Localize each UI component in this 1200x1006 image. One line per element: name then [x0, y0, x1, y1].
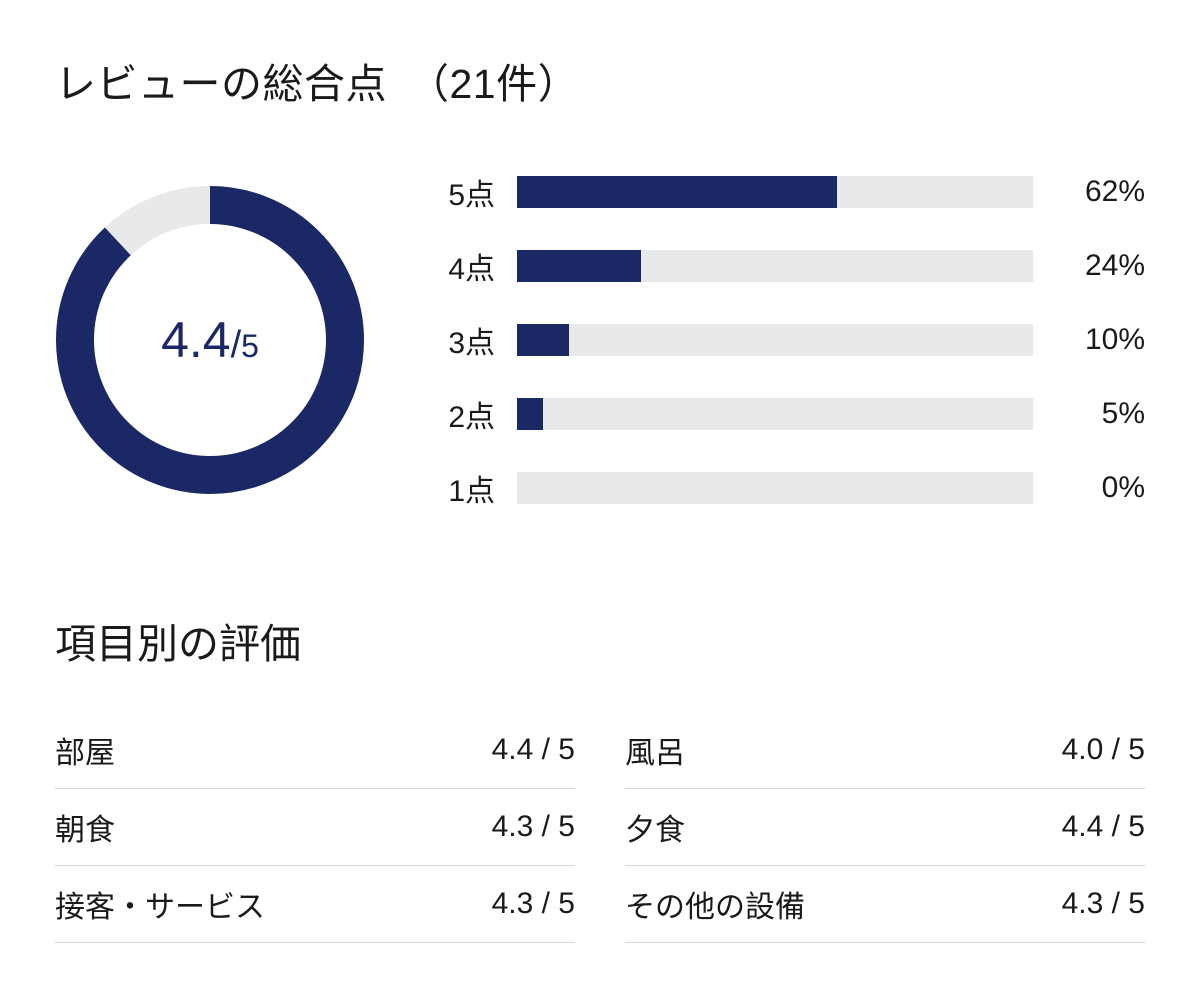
distribution-row-percent: 62%	[1055, 175, 1145, 209]
category-name: 部屋	[55, 728, 115, 772]
distribution-row-percent: 10%	[1055, 323, 1145, 357]
distribution-bar-fill	[517, 176, 837, 208]
distribution-bar-track	[517, 398, 1033, 430]
category-score: 4.3 / 5	[492, 810, 575, 844]
distribution-row: 3点 10%	[435, 318, 1145, 362]
category-row: 接客・サービス 4.3 / 5	[55, 866, 575, 943]
category-row: 夕食 4.4 / 5	[625, 789, 1145, 866]
category-score: 4.0 / 5	[1062, 733, 1145, 767]
score-distribution-bars: 5点 62% 4点 24% 3点 10% 2点 5% 1点 0%	[435, 170, 1145, 510]
distribution-row-label: 5点	[435, 170, 495, 214]
category-row: 風呂 4.0 / 5	[625, 712, 1145, 789]
category-name: 夕食	[625, 805, 685, 849]
overall-score-max: 5	[241, 328, 259, 364]
distribution-row: 5点 62%	[435, 170, 1145, 214]
distribution-row: 2点 5%	[435, 392, 1145, 436]
category-row: その他の設備 4.3 / 5	[625, 866, 1145, 943]
overview-section: 4.4/5 5点 62% 4点 24% 3点 10% 2点 5% 1点 0%	[55, 170, 1145, 510]
distribution-bar-track	[517, 250, 1033, 282]
page-title: レビューの総合点 （21件）	[55, 50, 1145, 110]
distribution-bar-fill	[517, 324, 569, 356]
distribution-row-percent: 0%	[1055, 471, 1145, 505]
distribution-row: 1点 0%	[435, 466, 1145, 510]
donut-center-label: 4.4/5	[161, 311, 259, 369]
distribution-row-label: 1点	[435, 466, 495, 510]
category-name: 接客・サービス	[55, 882, 265, 926]
category-score: 4.4 / 5	[492, 733, 575, 767]
overall-score-donut: 4.4/5	[55, 185, 365, 495]
category-score: 4.4 / 5	[1062, 810, 1145, 844]
distribution-bar-fill	[517, 250, 641, 282]
category-row: 部屋 4.4 / 5	[55, 712, 575, 789]
category-name: 風呂	[625, 728, 685, 772]
category-name: 朝食	[55, 805, 115, 849]
distribution-row: 4点 24%	[435, 244, 1145, 288]
distribution-bar-track	[517, 472, 1033, 504]
distribution-bar-track	[517, 324, 1033, 356]
distribution-bar-track	[517, 176, 1033, 208]
overall-score-value: 4.4	[161, 312, 231, 368]
distribution-row-percent: 5%	[1055, 397, 1145, 431]
overall-score-divider: /	[231, 324, 242, 366]
category-score: 4.3 / 5	[492, 887, 575, 921]
distribution-bar-fill	[517, 398, 543, 430]
category-row: 朝食 4.3 / 5	[55, 789, 575, 866]
category-name: その他の設備	[625, 882, 805, 926]
category-score: 4.3 / 5	[1062, 887, 1145, 921]
distribution-row-label: 3点	[435, 318, 495, 362]
distribution-row-label: 4点	[435, 244, 495, 288]
distribution-row-percent: 24%	[1055, 249, 1145, 283]
category-ratings-grid: 部屋 4.4 / 5 風呂 4.0 / 5 朝食 4.3 / 5 夕食 4.4 / 5 接客・サ…	[55, 712, 1145, 943]
category-section-title: 項目別の評価	[55, 610, 1145, 670]
distribution-row-label: 2点	[435, 392, 495, 436]
